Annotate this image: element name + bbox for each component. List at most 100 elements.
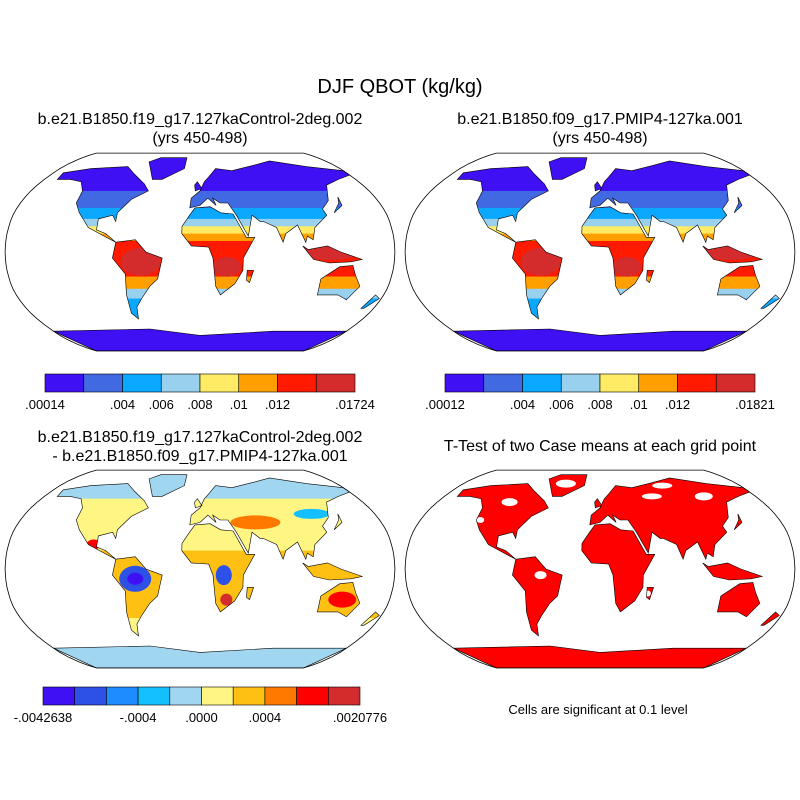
- coastline-australia: [317, 265, 361, 301]
- coastline-new-zealand: [760, 294, 780, 309]
- coastline-britain: [594, 181, 603, 192]
- coastline-britain: [194, 181, 203, 192]
- coastline-greenland: [148, 474, 188, 497]
- colorbar-box: [638, 373, 678, 393]
- coastline-north-america: [56, 483, 149, 560]
- band-mid-latitude: [53, 190, 380, 209]
- land-fill: [453, 474, 780, 668]
- colorbar-2: .00012 .004 .006 .008 .01 .012 .01821: [425, 373, 775, 412]
- central-africa-humid-region: [212, 256, 241, 277]
- coastline-japan: [733, 196, 743, 214]
- map-frame: [404, 152, 796, 352]
- colorbar-box: [106, 686, 139, 706]
- coastline-greenland: [548, 157, 588, 180]
- ttest-note: Cells are significant at 0.1 level: [508, 702, 688, 717]
- coastline-africa: [181, 206, 256, 296]
- land-fill: [53, 157, 380, 351]
- colorbar-label: .01724: [335, 397, 375, 412]
- colorbar-label: .006: [149, 397, 174, 412]
- colorbar-box: [296, 686, 329, 706]
- colorbar-box: [122, 373, 162, 393]
- coastline-australia: [317, 582, 361, 618]
- coastline-indonesia: [702, 245, 764, 264]
- coastline-north-america: [56, 166, 149, 243]
- colorbar-label: .01821: [735, 397, 775, 412]
- band-outer-tropic: [53, 226, 380, 235]
- colorbar-label: .01: [630, 397, 648, 412]
- nonsignificant-cells: [652, 482, 673, 489]
- nonsignificant-cells: [534, 571, 547, 580]
- coastline-new-zealand: [360, 294, 380, 309]
- colorbar-label: .004: [510, 397, 535, 412]
- colorbar-label: .004: [110, 397, 135, 412]
- band-south-mid: [53, 298, 380, 326]
- coastline-north-america: [456, 166, 549, 243]
- central-asia-positive: [230, 515, 281, 530]
- colorbar-box: [264, 686, 297, 706]
- colorbar-box: [444, 373, 485, 393]
- colorbar-box: [42, 686, 76, 706]
- maritime-continent-humid-region: [299, 244, 360, 260]
- central-africa-negative: [215, 565, 232, 586]
- colorbar-label: .008: [587, 397, 612, 412]
- colorbar-box: [160, 373, 201, 393]
- map-frame: [4, 469, 396, 669]
- band-subtropic: [453, 207, 780, 220]
- coastline-japan: [733, 513, 743, 531]
- colorbar-label: .00012: [425, 397, 465, 412]
- band-subtropic: [53, 207, 380, 220]
- colorbar-label: .0004: [249, 710, 282, 725]
- colorbar-label: -.0004: [120, 710, 157, 725]
- panel-2-title: b.e21.B1850.f09_g17.PMIP4-127ka.001: [457, 111, 743, 128]
- coastline-indonesia: [302, 562, 364, 581]
- panel-2-subtitle: (yrs 450-498): [552, 130, 648, 147]
- east-asia-negative: [293, 508, 330, 519]
- colorbar-box: [483, 373, 523, 393]
- panel-1-subtitle: (yrs 450-498): [152, 130, 248, 147]
- band-tropic-north: [453, 233, 780, 242]
- main-title: DJF QBOT (kg/kg): [317, 76, 483, 98]
- coastline-australia: [717, 265, 761, 301]
- amazon-humid-region: [120, 247, 161, 276]
- map-panel-4: [404, 469, 796, 669]
- band-south-subtropic: [453, 288, 780, 300]
- central-africa-humid-region: [612, 256, 641, 277]
- panel-4-title: T-Test of two Case means at each grid po…: [443, 438, 757, 455]
- coastline-eurasia: [589, 160, 751, 244]
- coastline-south-america: [512, 556, 563, 637]
- colorbar-box: [83, 373, 123, 393]
- coastline-south-america: [112, 239, 163, 320]
- nonsignificant-cells: [641, 493, 662, 500]
- coastline-greenland: [548, 474, 588, 497]
- nonsignificant-cells: [555, 479, 576, 488]
- band-south-subtropic: [53, 288, 380, 300]
- coastline-eurasia: [589, 477, 751, 561]
- coastline-new-zealand: [760, 611, 780, 626]
- significant-cells: [453, 474, 780, 668]
- colorbar-box: [315, 373, 356, 393]
- coastline-australia: [717, 582, 761, 618]
- colorbar-label: .01: [230, 397, 248, 412]
- band-antarctic: [53, 643, 380, 668]
- coastline-africa: [581, 523, 656, 613]
- band-high-latitude: [53, 474, 380, 500]
- colorbar-box: [169, 686, 202, 706]
- map-panel-1: [4, 152, 396, 352]
- colorbar-box: [560, 373, 601, 393]
- map-frame: [404, 469, 796, 669]
- map-panel-2: [404, 152, 796, 352]
- coastline-south-america: [112, 556, 163, 637]
- coastline-indonesia: [702, 562, 764, 581]
- colorbar-label: .008: [187, 397, 212, 412]
- panel-3-subtitle: - b.e21.B1850.f09_g17.PMIP4-127ka.001: [52, 448, 348, 465]
- coastline-japan: [333, 196, 343, 214]
- south-africa-positive: [220, 593, 233, 606]
- australia-positive: [328, 591, 357, 608]
- amazon-negative-core: [127, 572, 144, 585]
- coastline-eurasia: [189, 477, 351, 561]
- coastline-britain: [194, 498, 203, 509]
- coastline-south-america: [512, 239, 563, 320]
- nonsignificant-cells: [476, 516, 485, 523]
- band-tropic-north: [53, 233, 380, 242]
